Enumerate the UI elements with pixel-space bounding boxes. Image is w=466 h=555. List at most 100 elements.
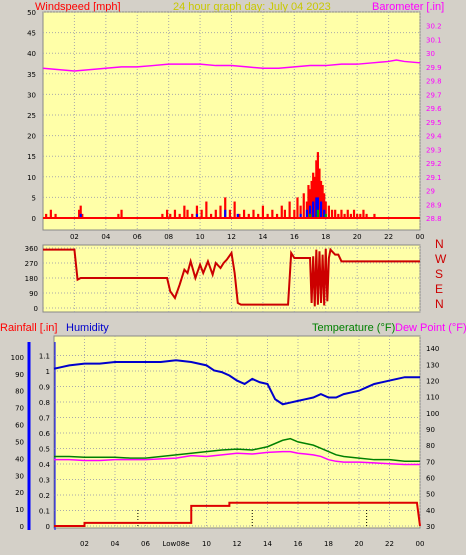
wind-speed-bar <box>214 209 217 218</box>
direction-y-tick: 0 <box>34 305 38 313</box>
direction-y-tick: 180 <box>25 275 38 283</box>
dewpoint-label: Dew Point (°F) <box>395 322 466 334</box>
wind-speed-bar <box>205 201 208 218</box>
wind-x-tick: 06 <box>133 233 142 241</box>
wind-speed-bar <box>296 197 299 218</box>
humidity-y-tick: 10 <box>15 506 24 514</box>
wind-gust-bar <box>316 197 319 218</box>
temperature-y-axis-labels: 30 40 50 60 70 80 90 100 110 120 130 140 <box>426 345 439 531</box>
temperature-y-tick: 110 <box>426 394 439 402</box>
humidity-line <box>53 359 420 406</box>
wind-gust-bar <box>312 201 315 218</box>
wind-title: Windspeed [mph] <box>35 1 121 13</box>
wind-speed-bar <box>242 209 246 218</box>
wind-direction-line <box>43 247 420 307</box>
direction-y-tick: 360 <box>25 245 38 253</box>
barometer-y-tick: 30.1 <box>426 36 442 44</box>
wind-speed-bar <box>173 209 177 218</box>
wind-speed-bar <box>359 213 362 218</box>
wind-speed-bar <box>257 213 260 218</box>
wind-y-tick: 20 <box>27 133 36 141</box>
rain-y-tick: 1.1 <box>39 353 50 361</box>
bottom-x-axis-labels: 02 04 06 Low08e 10 12 14 16 18 20 22 00 <box>80 540 424 548</box>
humidity-y-tick: 50 <box>15 438 24 446</box>
temperature-y-tick: 90 <box>426 426 435 434</box>
wind-speed-bar <box>183 205 186 218</box>
wind-low-bar <box>324 213 327 218</box>
humidity-y-tick: 0 <box>20 523 24 531</box>
wind-speed-bar <box>169 213 172 218</box>
wind-speed-bar <box>224 197 227 218</box>
barometer-line <box>42 59 421 72</box>
humidity-y-tick: 30 <box>15 472 24 480</box>
wind-speed-bar <box>81 213 84 218</box>
humidity-label: Humidity <box>66 322 109 334</box>
wind-speed-bar <box>327 205 330 218</box>
wind-y-tick: 15 <box>27 153 36 161</box>
rain-y-tick: 0.8 <box>39 399 50 407</box>
wind-bars <box>45 152 376 218</box>
bottom-x-tick: 00 <box>416 540 425 548</box>
chart-title: 24 hour graph day: July 04 2023 <box>173 1 331 13</box>
wind-gust-bar <box>305 209 308 218</box>
barometer-y-tick: 29.2 <box>426 160 442 168</box>
wind-x-tick: 14 <box>258 233 267 241</box>
wind-speed-bar <box>302 193 305 218</box>
wind-speed-bar <box>288 201 291 218</box>
wind-speed-bar <box>318 168 321 218</box>
bottom-x-tick: 16 <box>294 540 303 548</box>
humidity-y-tick: 90 <box>15 371 24 379</box>
wind-speed-bar <box>352 209 356 218</box>
wind-gust-bar <box>236 213 239 218</box>
wind-speed-bar <box>337 213 340 218</box>
rain-y-tick: 0 <box>46 523 50 531</box>
wind-gust-bar <box>323 209 326 218</box>
wind-speed-bar <box>280 205 283 218</box>
wind-x-tick: 04 <box>101 233 110 241</box>
wind-y-tick: 35 <box>27 71 36 79</box>
bottom-x-tick: 12 <box>233 540 242 548</box>
humidity-y-tick: 80 <box>15 388 24 396</box>
wind-x-tick: 02 <box>70 233 79 241</box>
wind-speed-bar <box>54 213 57 218</box>
wind-speed-bar <box>373 213 376 218</box>
rainfall-label: Rainfall [.in] <box>0 322 57 334</box>
wind-y-tick: 25 <box>27 112 36 120</box>
wind-panel <box>42 11 421 231</box>
bottom-x-tick: 06 <box>141 540 150 548</box>
rain-y-tick: 0.3 <box>39 477 50 485</box>
wind-speed-bar <box>233 201 236 218</box>
wind-speed-bar <box>324 201 327 218</box>
wind-speed-bar <box>319 180 323 218</box>
wind-speed-bar <box>117 213 120 218</box>
wind-low-bar <box>308 213 312 218</box>
wind-speed-bar <box>323 193 326 218</box>
rain-y-tick: 0.9 <box>39 384 50 392</box>
direction-y-axis-labels: 0 90 180 270 360 <box>25 245 38 313</box>
wind-speed-bar <box>49 209 52 218</box>
wind-x-tick: 00 <box>416 233 425 241</box>
humidity-y-tick: 40 <box>15 455 24 463</box>
barometer-y-tick: 28.9 <box>426 201 442 209</box>
temperature-y-tick: 40 <box>426 507 435 515</box>
wind-speed-bar <box>307 185 310 218</box>
barometer-y-tick: 29.9 <box>426 64 442 72</box>
barometer-y-tick: 29.1 <box>426 174 442 182</box>
barometer-y-tick: 29.3 <box>426 146 442 154</box>
wind-y-axis-labels: 0 5 10 15 20 25 30 35 40 45 50 <box>27 9 36 223</box>
wind-speed-bar <box>247 213 250 218</box>
wind-speed-bar <box>299 205 302 218</box>
wind-speed-bar <box>316 152 319 218</box>
wind-x-tick: 12 <box>227 233 236 241</box>
wind-y-tick: 45 <box>27 30 36 38</box>
temperature-y-tick: 130 <box>426 361 439 369</box>
wind-speed-bar <box>200 209 203 218</box>
wind-speed-bar <box>161 213 164 218</box>
wind-x-tick: 10 <box>196 233 205 241</box>
rain-y-tick: 1 <box>46 368 50 376</box>
wind-x-axis-labels: 02 04 06 08 10 12 14 16 18 20 22 00 <box>70 233 425 241</box>
barometer-y-tick: 28.8 <box>426 215 442 223</box>
wind-speed-bar <box>238 213 241 218</box>
